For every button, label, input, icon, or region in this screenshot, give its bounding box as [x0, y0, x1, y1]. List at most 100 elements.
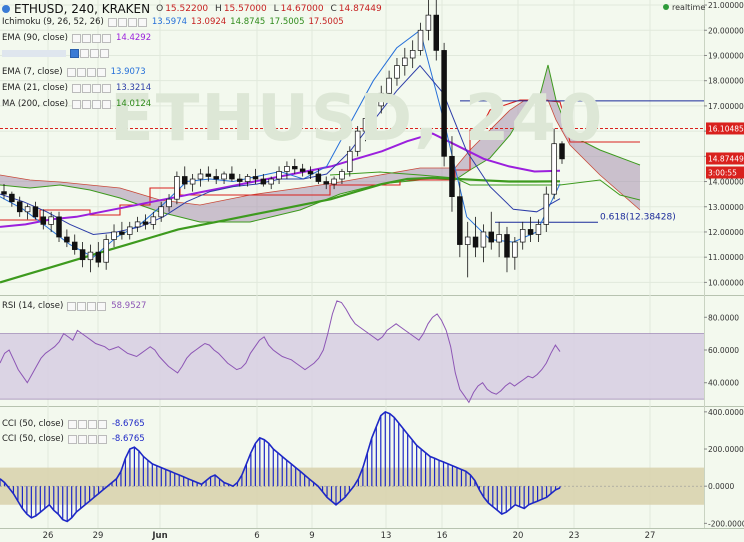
candle: [64, 236, 70, 243]
rsi-tick-label: 80.0000: [708, 313, 739, 322]
cci-tick-label: 0.0000: [708, 482, 734, 491]
candle: [543, 193, 550, 225]
candle: [504, 234, 510, 258]
candle: [16, 201, 23, 213]
countdown-tag: 3:00:55: [708, 168, 737, 177]
candle: [519, 229, 526, 243]
series-ma200: [0, 176, 561, 284]
candle: [134, 221, 141, 228]
candle: [221, 173, 227, 180]
legend-ema90-buttons[interactable]: [71, 33, 112, 43]
x-tick-label: 23: [569, 531, 580, 541]
candle: [551, 143, 557, 195]
candle: [71, 241, 78, 250]
last-price-tag: 14.87449: [708, 154, 744, 163]
rsi-tick-label: 60.0000: [708, 346, 739, 355]
symbol-watermark: ETHUSD, 240: [110, 82, 605, 156]
candle: [394, 65, 400, 79]
candle: [331, 178, 337, 185]
candle: [229, 173, 235, 180]
rsi-band: [0, 333, 704, 400]
legend-rsi-buttons[interactable]: [67, 301, 107, 311]
legend-ema7-buttons[interactable]: [66, 67, 107, 77]
kijun-sen: [0, 99, 640, 221]
legend-ema21[interactable]: EMA (21, close) 13.3214: [2, 83, 152, 93]
candle: [158, 206, 164, 218]
price-tick-label: 10.00000: [708, 278, 744, 287]
legend-ema90[interactable]: EMA (90, close) 14.4292: [2, 33, 152, 43]
candle: [276, 171, 282, 180]
candle: [402, 57, 408, 66]
candle: [449, 155, 455, 198]
realtime-dot-icon: [663, 4, 669, 10]
candle: [40, 216, 47, 225]
candle: [174, 176, 180, 200]
price-tick-label: 13.00000: [708, 203, 744, 212]
legend-ichimoku-buttons[interactable]: [107, 17, 148, 27]
candle: [56, 216, 62, 238]
candle: [32, 206, 39, 218]
legend-cci-1[interactable]: CCI (50, close) -8.6765: [2, 419, 145, 429]
candle: [111, 231, 117, 240]
candle: [315, 173, 322, 182]
symbol-icon[interactable]: [2, 5, 10, 13]
candle: [378, 92, 384, 107]
legend-cci-1-buttons[interactable]: [67, 419, 108, 429]
candle: [472, 236, 479, 248]
candle: [119, 231, 125, 235]
cci-tick-label: 200.0000: [708, 445, 744, 454]
legend-ema7[interactable]: EMA (7, close) 13.9073: [2, 67, 146, 77]
resistance-price-tag: 16.10485: [708, 124, 744, 133]
price-tick-label: 18.00000: [708, 77, 744, 86]
candle: [244, 176, 251, 182]
last-price-tag-bg: [706, 152, 744, 165]
tenkan-sen: [329, 171, 641, 201]
fib-label: 0.618(12.38428): [600, 212, 676, 222]
cci-tick-label: -200.0000: [708, 519, 744, 528]
realtime-indicator[interactable]: realtime: [663, 3, 705, 12]
chart-title[interactable]: ETHUSD, 240, KRAKEN: [14, 2, 151, 16]
candle: [260, 178, 267, 185]
candle: [370, 105, 377, 119]
legend-ema21-buttons[interactable]: [71, 83, 112, 93]
legend-cci-2-buttons[interactable]: [67, 434, 108, 444]
price-tick-label: 20.00000: [708, 26, 744, 35]
candle: [559, 143, 565, 160]
x-tick-label: 20: [513, 531, 524, 541]
candle: [292, 166, 298, 170]
candle: [354, 130, 361, 152]
candle: [425, 14, 432, 31]
legend-cci-2[interactable]: CCI (50, close) -8.6765: [2, 434, 145, 444]
legend-hidden-study[interactable]: [2, 49, 110, 58]
candle: [409, 50, 416, 59]
candle: [213, 176, 219, 180]
candle: [362, 118, 369, 132]
candle: [307, 171, 314, 175]
candle: [527, 229, 534, 235]
candle: [339, 171, 345, 180]
x-tick-label: 16: [437, 531, 448, 541]
candle: [103, 239, 109, 263]
legend-ma200[interactable]: MA (200, close) 14.0124: [2, 99, 152, 109]
rsi-line: [0, 300, 561, 404]
candle: [268, 178, 274, 185]
candle: [496, 234, 502, 243]
x-tick-label: 13: [381, 531, 392, 541]
candle: [197, 173, 204, 180]
candle: [142, 221, 149, 225]
candle: [299, 168, 306, 172]
candle: [488, 231, 495, 243]
candle: [48, 216, 54, 225]
candle: [464, 236, 471, 245]
countdown-tag-bg: [706, 166, 744, 179]
candle: [182, 176, 188, 185]
x-tick-label: 29: [93, 531, 104, 541]
legend-rsi[interactable]: RSI (14, close) 58.9527: [2, 301, 147, 311]
legend-ichimoku[interactable]: Ichimoku (9, 26, 52, 26) 13.5974 13.0924…: [2, 17, 344, 27]
candle: [512, 241, 518, 258]
legend-ma200-buttons[interactable]: [72, 99, 112, 109]
candle: [417, 29, 424, 51]
candle: [347, 150, 353, 172]
